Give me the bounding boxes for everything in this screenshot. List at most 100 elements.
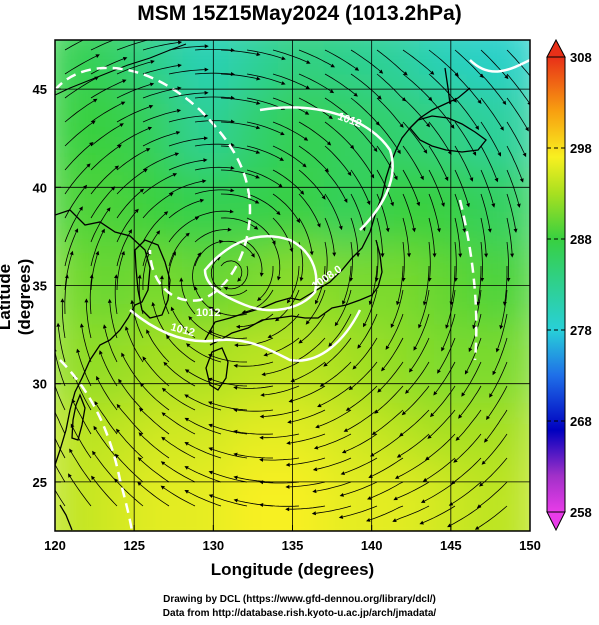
streamline: [116, 254, 124, 291]
streamline: [387, 313, 404, 347]
streamline: [290, 433, 326, 444]
streamline: [350, 97, 378, 123]
streamline-arrow: [300, 190, 305, 195]
streamline-arrow: [170, 306, 175, 311]
streamline-arrow: [315, 299, 319, 305]
streamline-arrow: [137, 481, 142, 486]
streamline-arrow: [160, 461, 166, 466]
coast-taiwan: [71, 393, 86, 441]
streamline: [428, 145, 447, 178]
streamline: [402, 409, 430, 435]
streamline: [210, 258, 222, 291]
streamline: [164, 390, 196, 411]
streamline-arrow: [197, 252, 202, 257]
streamline-arrow: [230, 188, 235, 193]
streamline: [114, 278, 118, 315]
streamline-arrow: [319, 382, 325, 387]
streamline: [407, 361, 430, 392]
streamline-arrow: [519, 178, 524, 183]
streamline-arrow: [366, 200, 371, 206]
contour-label-1012-c: 1012: [196, 307, 220, 319]
streamline: [376, 97, 402, 126]
streamline-arrow: [99, 350, 103, 355]
streamline: [194, 229, 228, 243]
streamline-arrow: [522, 152, 527, 158]
streamline-arrow: [422, 301, 427, 306]
streamline: [64, 209, 82, 243]
streamline-arrow: [96, 32, 101, 36]
streamline-arrow: [46, 447, 50, 452]
streamline: [454, 241, 457, 278]
streamline: [435, 361, 456, 393]
streamline: [481, 457, 508, 485]
streamline-arrow: [256, 52, 261, 57]
streamline: [480, 169, 494, 204]
streamline: [194, 189, 231, 195]
streamline: [55, 437, 66, 459]
y-tick-label: 30: [33, 377, 47, 392]
streamline-arrow: [472, 151, 477, 156]
streamline-arrow: [430, 412, 435, 418]
streamline-arrow: [403, 71, 408, 76]
streamline-arrow: [93, 425, 98, 431]
streamline: [480, 241, 483, 278]
streamline: [428, 193, 440, 229]
streamline: [246, 121, 282, 134]
streamline: [220, 49, 257, 55]
streamline-arrow: [250, 253, 255, 258]
streamline-arrow: [64, 274, 69, 279]
streamline: [168, 69, 205, 75]
streamline: [463, 361, 482, 394]
streamline: [64, 165, 89, 195]
streamline-arrow: [380, 253, 385, 258]
streamline: [289, 505, 326, 510]
streamline-arrow: [254, 199, 260, 204]
streamline: [211, 379, 248, 387]
streamline-arrow: [91, 475, 96, 480]
streamline-arrow: [177, 63, 182, 68]
streamline-arrow: [86, 163, 91, 168]
streamline-arrow: [163, 361, 168, 366]
streamline: [376, 169, 393, 203]
streamline-arrow: [116, 428, 120, 433]
streamline-arrow: [233, 475, 238, 480]
streamline: [187, 443, 222, 459]
streamline-arrow: [166, 334, 171, 340]
streamline-arrow: [276, 210, 281, 216]
streamline-arrow: [101, 228, 105, 234]
streamline: [116, 232, 131, 267]
streamline: [116, 190, 142, 219]
streamline-arrow: [433, 391, 438, 396]
streamline: [376, 193, 389, 229]
streamline-arrow: [230, 48, 235, 53]
streamline-arrow: [208, 354, 213, 358]
streamline: [428, 73, 455, 100]
isobar-northeast: [469, 58, 530, 73]
streamline: [142, 88, 178, 99]
streamline: [168, 115, 205, 123]
streamline: [142, 213, 166, 243]
streamline-arrow: [374, 409, 379, 414]
coast-korea: [134, 239, 171, 319]
streamline: [246, 169, 280, 186]
x-tick-label: 125: [123, 538, 145, 553]
streamline: [402, 121, 426, 151]
streamline: [61, 302, 66, 339]
streamline: [220, 97, 257, 104]
streamline-arrow: [494, 177, 499, 183]
streamline-arrow: [441, 202, 445, 207]
streamline: [55, 463, 66, 483]
streamline-arrow: [134, 208, 139, 213]
streamline-arrow: [432, 253, 437, 258]
streamline: [64, 278, 68, 315]
streamline: [399, 433, 430, 456]
streamline: [298, 97, 330, 118]
streamline-arrow: [69, 250, 74, 256]
streamline-arrow: [296, 218, 300, 224]
streamline: [458, 409, 482, 439]
streamline-arrow: [188, 316, 193, 321]
streamline-arrow: [357, 344, 362, 349]
streamline: [118, 431, 144, 459]
streamline: [506, 121, 525, 154]
streamline-arrow: [122, 57, 128, 61]
